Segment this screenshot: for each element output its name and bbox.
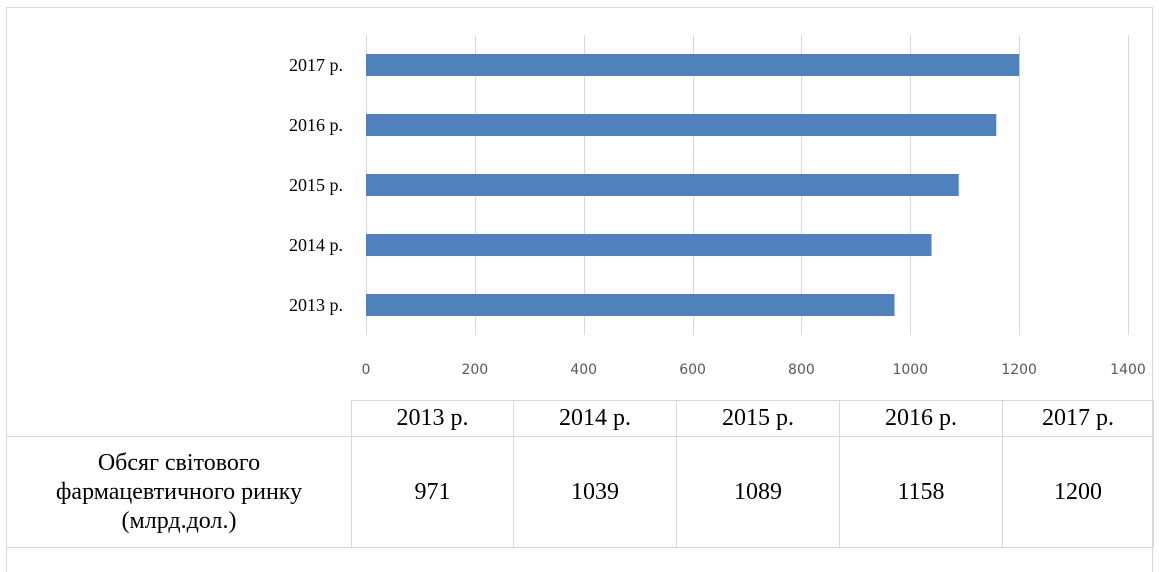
category-label: 2013 р. [289, 295, 343, 315]
table-header-cell: 2017 р. [1002, 400, 1154, 437]
x-tick-label: 1000 [892, 362, 928, 378]
category-label: 2016 р. [289, 115, 343, 135]
category-label: 2015 р. [289, 175, 343, 195]
row-label-line: фармацевтичного ринку [55, 478, 303, 505]
table-value-cell: 1200 [1002, 436, 1154, 548]
x-tick-label: 0 [362, 362, 371, 378]
bar [366, 234, 932, 256]
x-tick-label: 800 [788, 362, 815, 378]
bar [366, 174, 959, 196]
table-header-cell: 2016 р. [839, 400, 1003, 437]
table-value-cell: 1158 [839, 436, 1003, 548]
table-header-cell: 2014 р. [513, 400, 677, 437]
tick-labels: 0 200 400 600 800 1000 1200 1400 [362, 362, 1146, 378]
table-header-cell: 2015 р. [676, 400, 840, 437]
table-row: Обсяг світового фармацевтичного ринку (м… [6, 436, 1154, 548]
table-value-cell: 1039 [513, 436, 677, 548]
table-value-cell: 1089 [676, 436, 840, 548]
bar [366, 294, 895, 316]
category-label: 2017 р. [289, 55, 343, 75]
category-labels: 2013 р. 2014 р. 2015 р. 2016 р. 2017 р. [289, 55, 343, 315]
bar [366, 54, 1020, 76]
x-tick-label: 200 [461, 362, 488, 378]
row-label-line: (млрд.дол.) [121, 507, 237, 534]
table-value-cell: 971 [351, 436, 514, 548]
chart-frame [6, 7, 1153, 572]
table-header-row: 2013 р. 2014 р. 2015 р. 2016 р. 2017 р. [6, 400, 1154, 437]
data-table: 2013 р. 2014 р. 2015 р. 2016 р. 2017 р. … [6, 400, 1154, 548]
table-corner-cell [6, 400, 352, 437]
x-tick-label: 600 [679, 362, 706, 378]
x-tick-label: 1200 [1001, 362, 1037, 378]
bar [366, 114, 997, 136]
table-header-cell: 2013 р. [351, 400, 514, 437]
x-tick-label: 400 [570, 362, 597, 378]
bar-chart: 2013 р. 2014 р. 2015 р. 2016 р. 2017 р. 0 200… [289, 35, 1146, 378]
row-label-line: Обсяг світового [97, 449, 261, 476]
table-row-label: Обсяг світового фармацевтичного ринку (м… [6, 436, 352, 548]
bars [366, 54, 1020, 316]
x-tick-label: 1400 [1110, 362, 1146, 378]
category-label: 2014 р. [289, 235, 343, 255]
